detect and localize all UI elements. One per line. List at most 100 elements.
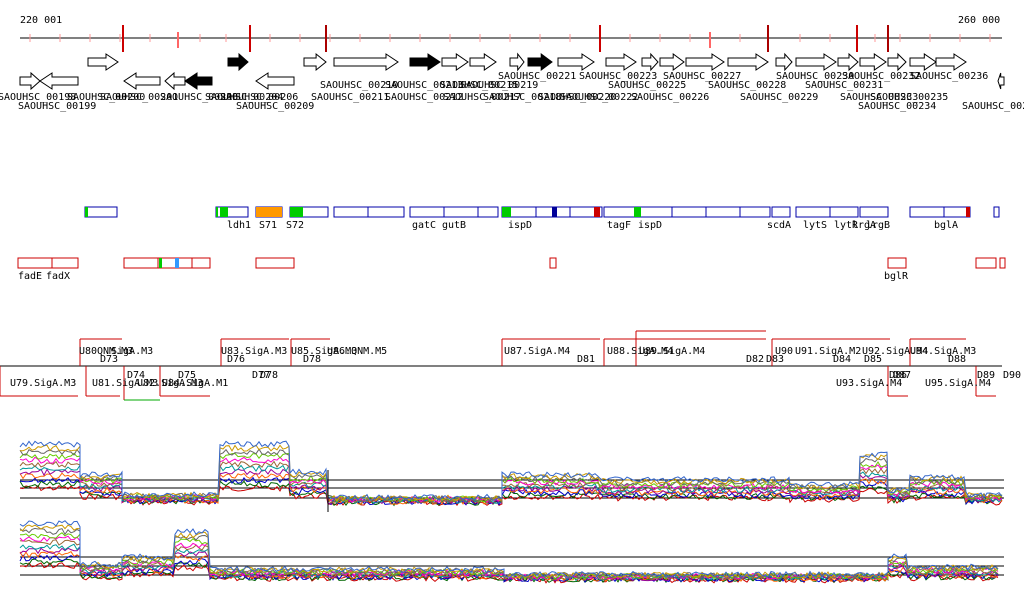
feature-box[interactable] (975, 257, 997, 269)
gene-track[interactable] (19, 52, 1005, 91)
tu-label: D90 (1003, 370, 1021, 381)
gene-label: SAOUHSC_00222 (560, 92, 638, 103)
feature-box[interactable] (123, 257, 211, 269)
gene-label: SAOUHSC_00215 (440, 80, 518, 91)
feature-box[interactable] (84, 206, 118, 218)
feature-box[interactable] (17, 257, 79, 269)
gene-arrow[interactable] (659, 53, 685, 71)
feature-label: lytR (834, 220, 859, 231)
gene-label: SAOUHSC_00213 (385, 80, 463, 91)
feature-box[interactable] (333, 206, 405, 218)
gene-arrow[interactable] (409, 53, 441, 71)
ruler-start-label: 220 001 (20, 15, 62, 26)
gene-labels: SAOUHSC_00198SAOUHSC_00199SAOUHSC_00200S… (0, 71, 1024, 112)
expression-profile-line (19, 468, 1003, 505)
tu-label: D84 (833, 354, 851, 365)
gene-arrow[interactable] (527, 53, 553, 71)
gene-label: SAOUHSC_00227 (663, 71, 741, 82)
gene-arrow[interactable] (227, 52, 249, 72)
gene-label: SAOUHSC_00210 (320, 80, 398, 91)
gene-label: SAOUHSC_00212 (385, 92, 463, 103)
gene-arrow[interactable] (469, 53, 497, 71)
gene-arrow[interactable] (164, 71, 186, 91)
gene-arrow[interactable] (184, 72, 213, 90)
expression-profile-tracks[interactable] (19, 440, 1004, 584)
tu-label: D86 (889, 370, 907, 381)
gene-label: SAOUHSC_00232 (842, 71, 920, 82)
gene-arrow[interactable] (909, 53, 937, 71)
gene-label: SAOUHSC_00225 (608, 80, 686, 91)
gene-arrow[interactable] (775, 52, 793, 72)
gene-arrow[interactable] (887, 52, 907, 72)
tu-label: U85.SigA.M3 (291, 346, 357, 357)
gene-label: SAOUHSC_00221 (498, 71, 576, 82)
feature-box[interactable] (859, 206, 889, 218)
feature-box[interactable] (993, 206, 1000, 218)
feature-segment (220, 207, 228, 217)
gene-arrow[interactable] (19, 71, 41, 91)
gene-arrow[interactable] (935, 53, 967, 71)
tu-label: SigA.M3 (111, 346, 153, 357)
gene-arrow[interactable] (255, 72, 295, 90)
gene-arrow[interactable] (859, 53, 887, 71)
tu-label: D76 (227, 354, 245, 365)
gene-arrow[interactable] (795, 53, 837, 71)
feature-label: scdA (767, 220, 791, 231)
gene-arrow[interactable] (87, 53, 119, 71)
feature-box[interactable] (549, 257, 557, 269)
gene-label: SAOUHSC_00211 (311, 92, 389, 103)
feature-label: ldh1 (227, 220, 251, 231)
feature-segment (290, 207, 303, 217)
feature-segment (216, 207, 218, 217)
feature-segment (85, 207, 88, 217)
feature-segment (594, 207, 600, 217)
tu-label: U86.QNM.M5 (327, 346, 387, 357)
feature-label: S71 (259, 220, 277, 231)
gene-label: SAOUHSC_00206 (220, 92, 298, 103)
feature-box[interactable] (909, 206, 971, 218)
tu-label: D87 (893, 370, 911, 381)
gene-label: SAOUHSC_00236 (910, 71, 988, 82)
gene-arrow[interactable] (727, 53, 769, 71)
feature-label: lrgB (866, 220, 890, 231)
gene-label: SAOUHSC_00217 (443, 92, 521, 103)
feature-box[interactable] (603, 206, 771, 218)
gene-arrow[interactable] (333, 53, 399, 71)
ruler-ticks (29, 34, 991, 42)
gene-arrow[interactable] (605, 53, 637, 71)
gene-label: SAOUHSC_00218 (483, 92, 561, 103)
expression-profile-line (20, 444, 1003, 502)
feature-box[interactable] (887, 257, 907, 269)
feature-track-plus[interactable] (84, 206, 1000, 218)
gene-arrow[interactable] (303, 52, 327, 72)
tu-label: U91.SigA.M2 (795, 346, 861, 357)
tu-label: U84.SigA.M1 (162, 378, 228, 389)
feature-box[interactable] (255, 257, 295, 269)
tu-label: D73 (100, 354, 118, 365)
gene-label: SAOUHSC_00226 (631, 92, 709, 103)
gene-arrow[interactable] (997, 72, 1005, 90)
feature-segment (552, 207, 557, 217)
tu-label: U88.SigA.M4 (607, 346, 673, 357)
feature-box[interactable] (771, 206, 791, 218)
gene-arrow[interactable] (441, 53, 469, 71)
feature-label: gutB (442, 220, 466, 231)
tu-label: U80 (79, 346, 97, 357)
feature-box[interactable] (409, 206, 499, 218)
gene-label: SAOUHSC_00198 (0, 92, 76, 103)
gene-arrow[interactable] (557, 53, 595, 71)
gene-arrow[interactable] (685, 53, 725, 71)
gene-arrow[interactable] (837, 52, 859, 72)
gene-arrow[interactable] (39, 72, 79, 90)
gene-label: SAOUHSC_00204 (205, 92, 283, 103)
feature-label: gatC (412, 220, 436, 231)
feature-track-minus[interactable] (17, 257, 1006, 269)
gene-arrow[interactable] (123, 72, 161, 90)
feature-box[interactable] (795, 206, 859, 218)
feature-box[interactable] (999, 257, 1006, 269)
gene-arrow[interactable] (509, 52, 525, 72)
expression-profile-line (19, 520, 999, 579)
gene-arrow[interactable] (641, 52, 659, 72)
